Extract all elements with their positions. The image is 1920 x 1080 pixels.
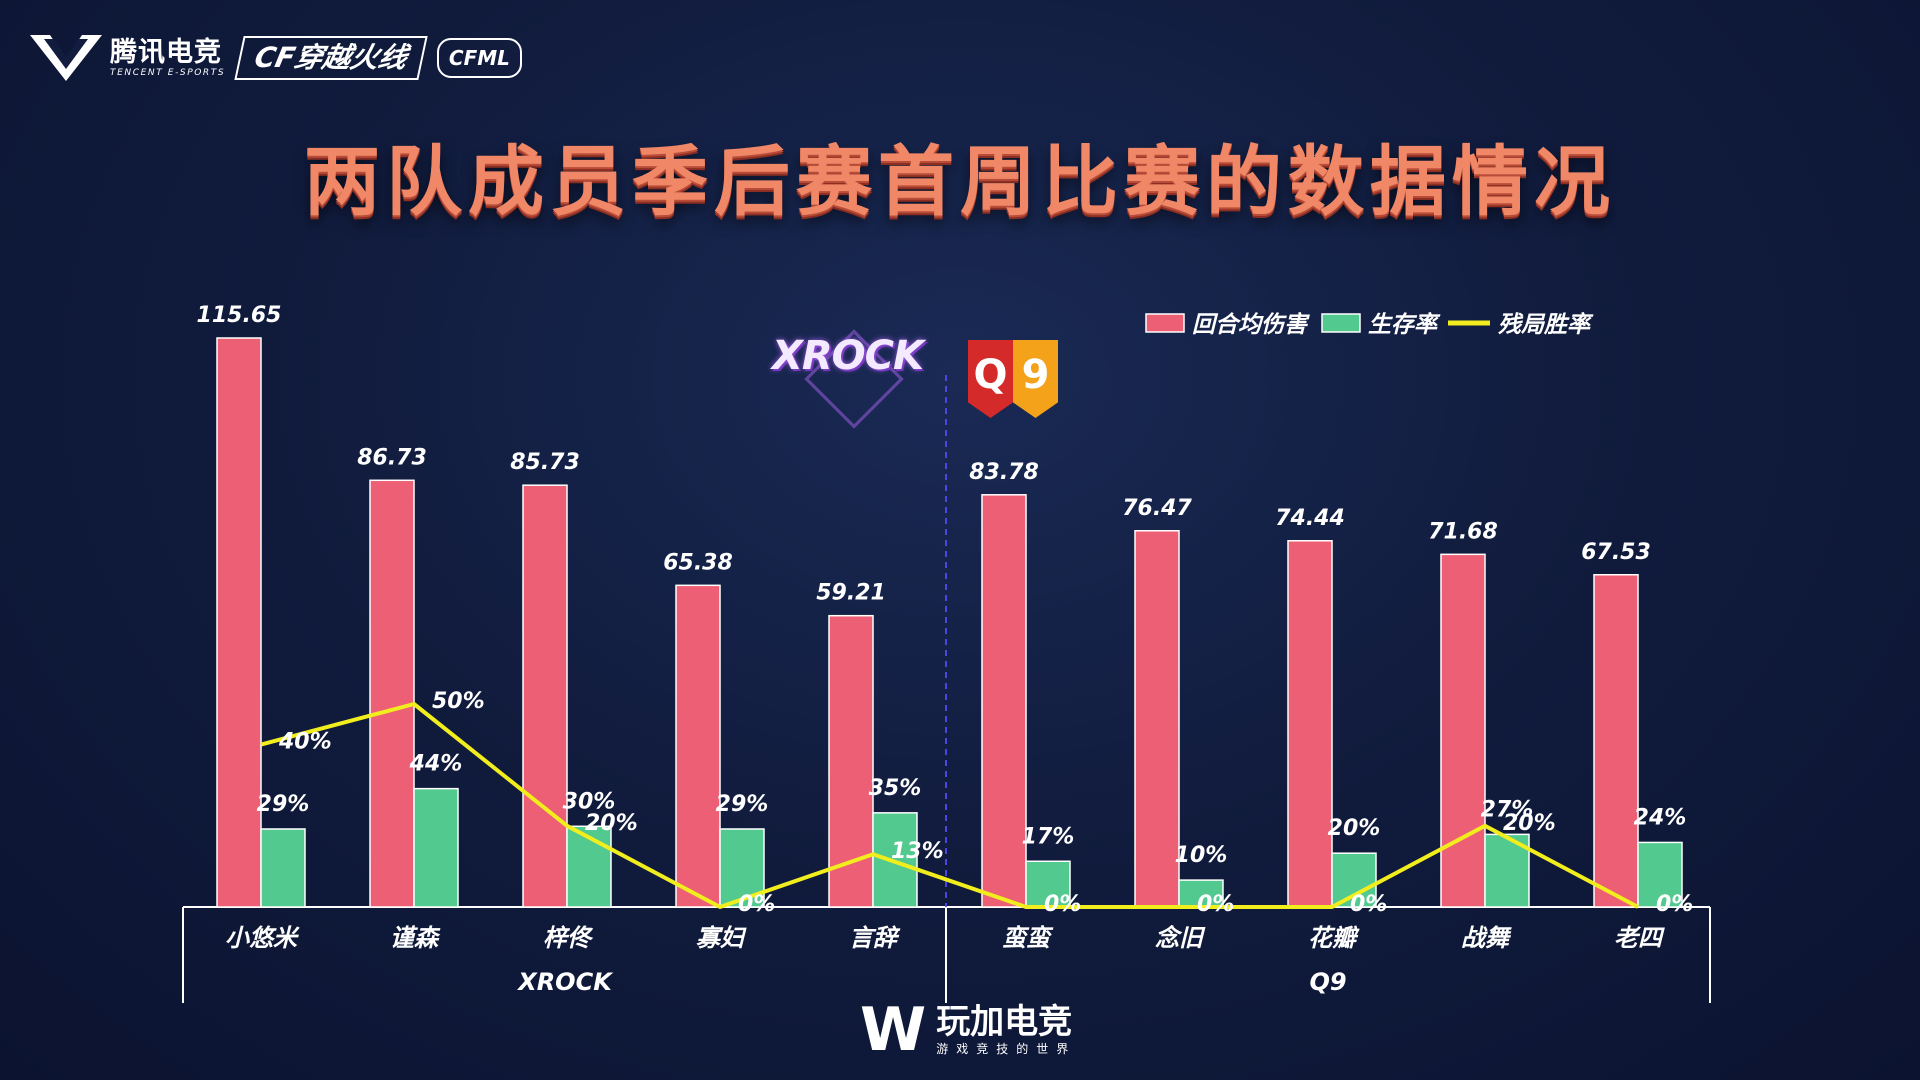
damage-label: 115.65: [197, 303, 282, 328]
legend-label: 回合均伤害: [1192, 312, 1310, 338]
damage-bar: [1593, 574, 1639, 908]
winrate-label: 20%: [1503, 811, 1556, 836]
survival-label: 17%: [1022, 824, 1075, 849]
q9-logo-left: Q: [968, 340, 1013, 418]
damage-bar: [216, 337, 262, 908]
winrate-label: 0%: [1350, 892, 1387, 917]
winrate-line: [260, 702, 1639, 909]
survival-label: 44%: [409, 752, 463, 777]
group-label: XROCK: [516, 968, 614, 996]
winrate-label: 0%: [1197, 892, 1234, 917]
category-label: 念旧: [1155, 924, 1206, 952]
page-title: 两队成员季后赛首周比赛的数据情况: [304, 137, 1616, 226]
legend-swatch: [1321, 313, 1361, 333]
survival-label: 27%: [1481, 797, 1534, 822]
category-label: 言辞: [849, 924, 901, 952]
damage-label: 83.78: [969, 460, 1039, 485]
category-label: 小悠米: [225, 924, 300, 952]
damage-bar: [1134, 530, 1180, 908]
tencent-logo-text: 腾讯电竞: [110, 36, 222, 68]
wanjia-logo-icon: W: [860, 995, 927, 1065]
category-label: 梓佟: [543, 924, 594, 952]
footer-brand: W 玩加电竞 游戏竞技的世界: [860, 1000, 1076, 1060]
tencent-logo-subtext: TENCENT E-SPORTS: [110, 67, 226, 78]
category-label: 老四: [1614, 924, 1665, 952]
q9-logo-right: 9: [1013, 340, 1058, 418]
damage-label: 86.73: [357, 445, 427, 470]
footer-brand-name: 玩加电竞: [936, 1001, 1073, 1042]
legend-label: 生存率: [1368, 312, 1441, 338]
legend-swatch: [1145, 313, 1185, 333]
winrate-label: 20%: [585, 811, 638, 836]
damage-label: 76.47: [1122, 496, 1192, 521]
q9-team-logo: Q 9: [968, 340, 1058, 420]
damage-label: 85.73: [510, 450, 580, 475]
survival-bar: [1178, 879, 1224, 908]
damage-bar: [675, 584, 721, 908]
cfml-logo: CFML: [436, 37, 522, 78]
xrock-team-logo: XROCK: [772, 333, 924, 379]
tencent-esports-logo: 腾讯电竞 TENCENT E-SPORTS: [30, 34, 226, 81]
category-label: 蛮蛮: [1002, 924, 1054, 952]
winrate-label: 0%: [738, 892, 775, 917]
survival-label: 20%: [1328, 816, 1381, 841]
damage-bar: [369, 479, 415, 908]
survival-label: 30%: [563, 789, 616, 814]
damage-bar: [981, 494, 1027, 908]
survival-bar: [1637, 841, 1683, 908]
winrate-label: 50%: [432, 689, 485, 714]
survival-bar: [566, 825, 612, 908]
winrate-label: 0%: [1044, 892, 1081, 917]
winrate-label: 13%: [891, 839, 944, 864]
survival-label: 10%: [1175, 843, 1228, 868]
damage-label: 59.21: [816, 581, 886, 606]
damage-bar: [522, 484, 568, 908]
damage-label: 71.68: [1428, 519, 1498, 544]
legend-label: 残局胜率: [1498, 312, 1594, 338]
winrate-label: 40%: [278, 730, 332, 755]
winrate-label: 0%: [1656, 892, 1693, 917]
footer-tagline: 游戏竞技的世界: [936, 1041, 1077, 1056]
damage-bar: [1440, 553, 1486, 908]
damage-label: 67.53: [1581, 540, 1651, 565]
damage-label: 65.38: [663, 550, 733, 575]
survival-bar: [413, 787, 459, 908]
survival-bar: [260, 828, 306, 908]
survival-bar: [1331, 852, 1377, 908]
damage-bar: [1287, 540, 1333, 908]
category-label: 寡妇: [696, 924, 747, 952]
tencent-v-icon: [30, 34, 102, 81]
group-label: Q9: [1309, 968, 1346, 996]
header-logos: 腾讯电竞 TENCENT E-SPORTS CF穿越火线 CFML: [30, 25, 522, 90]
survival-label: 29%: [716, 792, 769, 817]
category-label: 战舞: [1461, 924, 1512, 952]
survival-label: 24%: [1634, 805, 1687, 830]
survival-label: 35%: [869, 776, 922, 801]
category-label: 花瓣: [1308, 924, 1360, 952]
category-label: 谨森: [390, 924, 441, 952]
damage-label: 74.44: [1275, 506, 1345, 531]
survival-label: 29%: [257, 792, 310, 817]
